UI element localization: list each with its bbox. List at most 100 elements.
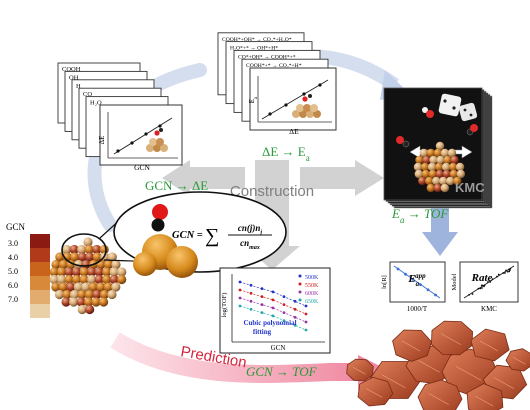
gcn-scale-swatch — [30, 304, 50, 318]
arrhenius-point — [396, 267, 400, 271]
tof-plot-xlabel: GCN — [271, 344, 286, 352]
atom — [79, 274, 89, 285]
atom — [73, 282, 83, 292]
copper-polyhedron — [417, 379, 463, 410]
copper-polyhedron — [470, 328, 510, 362]
atom — [58, 259, 69, 270]
atom — [103, 282, 113, 292]
oxygen-atom — [152, 204, 168, 220]
atom — [456, 169, 466, 179]
parity-point — [480, 284, 483, 287]
parity-point — [471, 293, 474, 295]
atom — [428, 169, 438, 179]
mini-plot-1-title: Eaapp — [407, 272, 426, 288]
atom — [448, 162, 458, 172]
main-nanoparticle-cluster — [49, 237, 127, 315]
parity-point — [477, 287, 480, 290]
atom — [88, 282, 98, 292]
atom — [433, 148, 443, 158]
polyhedron-facet-edge — [417, 359, 440, 373]
panel-1-card-label: H — [76, 83, 81, 90]
atom — [99, 289, 110, 300]
tof-legend-label: 600K — [305, 291, 319, 297]
panel-1-card-label: COOH — [62, 66, 81, 73]
panel-1-card-label: CO — [83, 91, 92, 98]
polyhedron-facet-edge — [479, 340, 499, 352]
arrhenius-point — [404, 272, 407, 276]
atom — [455, 162, 465, 172]
tof-legend-marker — [298, 298, 302, 302]
atom — [109, 267, 119, 277]
atom — [426, 183, 436, 193]
atom — [91, 297, 101, 307]
arrhenius-point — [434, 293, 437, 297]
parity-point — [504, 272, 506, 274]
mini-plot-arrhenius: Eaapp ln[R] 1000/T — [381, 261, 446, 313]
atom — [441, 162, 451, 172]
kmc-adsorbates — [396, 107, 478, 148]
gcn-scale-tick: 3.0 — [8, 239, 18, 248]
copper-polyhedra-pile — [346, 320, 530, 410]
mini-plot-2-xlabel: KMC — [481, 305, 497, 313]
atom — [414, 169, 424, 179]
panel-kmc: KMC — [383, 87, 493, 209]
tof-fit-label-1: Cubic polynomial — [243, 319, 296, 327]
atom — [51, 282, 61, 292]
gcn-scale-swatch — [30, 262, 50, 276]
parity-point — [502, 272, 505, 274]
mini-plot-parity: Rate Model KMC — [451, 261, 519, 313]
atom — [69, 289, 80, 300]
atom — [422, 155, 431, 165]
gcn-scale-title: GCN — [6, 222, 26, 232]
tof-point — [271, 306, 275, 310]
atom — [73, 259, 84, 270]
atom — [103, 259, 114, 270]
atom — [94, 267, 104, 277]
label-gcn-to-de: GCN → ΔE — [145, 178, 208, 193]
formula-numerator: cn(j)nj — [238, 223, 263, 236]
parity-point — [481, 287, 483, 289]
atom — [81, 259, 91, 270]
atom — [83, 237, 93, 247]
tof-fit-curve — [239, 305, 307, 331]
tof-fit-label-2: fitting — [253, 328, 272, 336]
tof-legend-label: 650K — [305, 299, 319, 305]
gcn-scale-swatch — [30, 248, 50, 262]
atom — [79, 267, 89, 277]
atom — [432, 176, 441, 186]
atom — [49, 267, 59, 277]
atom — [64, 274, 74, 285]
panel-2-card-label: CO*+OH* → COOH*+* — [238, 54, 296, 60]
parity-point — [506, 270, 509, 273]
tof-plot-ylabel: log(TOF) — [221, 293, 228, 318]
atom — [415, 155, 424, 165]
tof-point — [271, 314, 275, 318]
atom — [77, 252, 87, 262]
mini-plot-1-ylabel: ln[R] — [381, 275, 388, 289]
atom — [92, 252, 102, 262]
gcn-scale-swatch — [30, 290, 50, 304]
panel-2-cluster-thumb — [292, 94, 321, 118]
atom — [413, 162, 423, 172]
parity-point — [468, 293, 470, 296]
arrhenius-point — [419, 283, 422, 286]
gcn-scale-tick: 5.0 — [8, 267, 18, 276]
atom — [83, 297, 94, 307]
gcn-color-scale: 3.0 4.0 5.0 6.0 7.0 — [8, 234, 50, 318]
parity-point — [509, 267, 512, 270]
atom — [66, 282, 76, 292]
parity-point — [491, 278, 494, 281]
tof-point — [293, 299, 297, 303]
atom — [421, 169, 431, 179]
parity-point — [497, 273, 500, 276]
copper-polyhedron — [346, 358, 374, 382]
atom — [427, 162, 437, 172]
atom — [84, 289, 95, 300]
atom — [107, 252, 117, 262]
kmc-label: KMC — [455, 180, 485, 195]
panel-2-fit-line — [261, 79, 329, 120]
formula-denominator: cnmax — [240, 238, 260, 251]
mini-plot-2-ylabel: Model — [451, 273, 458, 290]
atom — [429, 155, 438, 165]
dice-icon — [438, 93, 478, 122]
